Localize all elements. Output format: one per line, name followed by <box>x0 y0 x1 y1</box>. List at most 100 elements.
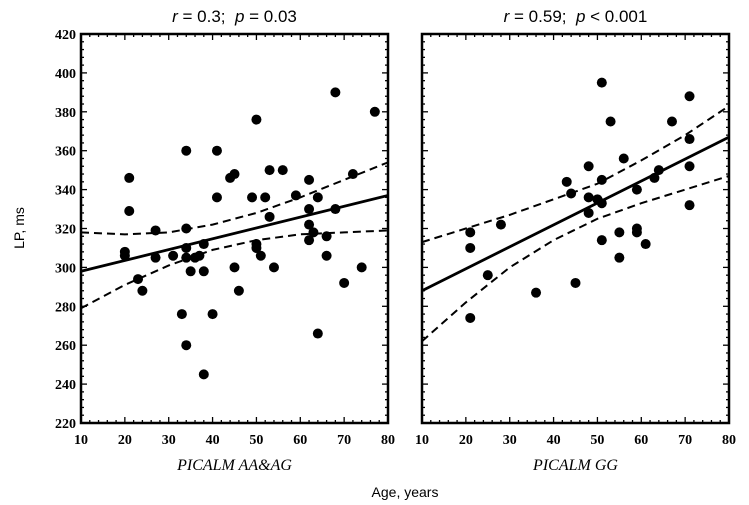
data-point <box>330 204 341 215</box>
data-point <box>181 340 192 351</box>
data-point <box>596 198 607 209</box>
x-tick-label: 50 <box>590 433 604 448</box>
panel-title: r = 0.59; p < 0.001 <box>504 7 648 26</box>
data-point <box>290 190 301 201</box>
data-point <box>198 369 209 380</box>
data-point <box>321 231 332 242</box>
data-point <box>150 225 161 236</box>
data-point <box>198 266 209 277</box>
ci-lower-line <box>80 229 389 310</box>
data-point <box>185 266 196 277</box>
ci-upper-line <box>80 161 389 236</box>
x-axis-label: Age, years <box>372 484 439 500</box>
data-point <box>465 242 476 253</box>
data-point <box>618 153 629 164</box>
data-point <box>649 172 660 183</box>
r-label: r <box>504 7 511 26</box>
ci-upper-line <box>421 105 730 244</box>
data-point <box>561 176 572 187</box>
data-point <box>168 250 179 261</box>
data-point <box>369 106 380 117</box>
x-tick-label: 60 <box>634 433 648 448</box>
data-point <box>181 242 192 253</box>
data-point <box>229 169 240 180</box>
y-tick-label: 220 <box>55 417 76 432</box>
panel-2: 10 20 30 40 50 60 70 80 r = 0.59; p < 0.001 PICAL… <box>415 7 736 474</box>
data-point <box>330 87 341 98</box>
data-point <box>596 235 607 246</box>
data-point <box>531 287 542 298</box>
y-tick-label: 240 <box>55 378 76 393</box>
data-point <box>684 161 695 172</box>
y-tick-label: 360 <box>55 145 76 160</box>
data-point <box>566 188 577 199</box>
plot-frame <box>79 32 390 425</box>
x-tick-label: 70 <box>678 433 692 448</box>
x-tick-label: 20 <box>459 433 473 448</box>
x-tick-label: 40 <box>206 433 220 448</box>
data-point <box>482 270 493 281</box>
data-point <box>211 192 222 203</box>
data-point <box>124 205 135 216</box>
data-point <box>181 252 192 263</box>
y-tick-label: 420 <box>55 28 76 43</box>
data-point <box>150 252 161 263</box>
data-point <box>347 169 358 180</box>
data-point <box>356 262 367 273</box>
panel-group-label: PICALM GG <box>532 457 618 474</box>
data-point <box>264 211 275 222</box>
data-point <box>207 309 218 320</box>
y-tick-label: 320 <box>55 223 76 238</box>
data-point <box>339 277 350 288</box>
data-point <box>304 204 315 215</box>
data-point <box>304 219 315 230</box>
data-point <box>119 250 130 261</box>
y-tick-label: 280 <box>55 300 76 315</box>
data-point <box>495 219 506 230</box>
data-point <box>251 242 262 253</box>
data-point <box>583 161 594 172</box>
x-tick-label: 80 <box>381 433 395 448</box>
ci-lower-line <box>421 175 730 343</box>
data-point <box>124 172 135 183</box>
data-point <box>264 165 275 176</box>
regression-line <box>421 135 730 292</box>
data-point <box>312 192 323 203</box>
data-point <box>596 77 607 88</box>
p-value: < 0.001 <box>585 7 647 26</box>
data-point <box>233 285 244 296</box>
data-point <box>465 312 476 323</box>
y-tick-label: 380 <box>55 106 76 121</box>
data-point <box>255 250 266 261</box>
data-point <box>583 207 594 218</box>
data-point <box>176 309 187 320</box>
data-point <box>247 192 258 203</box>
data-point <box>631 184 642 195</box>
panel-1: 10 20 30 40 50 60 70 80 220 240 260 280 300 320 340 360… <box>55 7 395 474</box>
data-point <box>684 91 695 102</box>
data-point <box>570 277 581 288</box>
data-point <box>181 223 192 234</box>
panel-title: r = 0.3; p = 0.03 <box>172 7 297 26</box>
data-point <box>666 116 677 127</box>
x-tick-label: 10 <box>415 433 429 448</box>
data-point <box>321 250 332 261</box>
data-point <box>211 145 222 156</box>
data-point <box>194 250 205 261</box>
data-point <box>631 227 642 238</box>
plot-frame <box>420 32 731 425</box>
data-point <box>605 116 616 127</box>
x-tick-label: 60 <box>293 433 307 448</box>
data-point <box>684 200 695 211</box>
data-point <box>304 235 315 246</box>
y-tick-label: 260 <box>55 339 76 354</box>
x-tick-label: 80 <box>722 433 736 448</box>
x-tick-label: 10 <box>74 433 88 448</box>
data-point <box>229 262 240 273</box>
y-axis-label: LP, ms <box>11 207 27 249</box>
data-point <box>614 227 625 238</box>
data-point <box>308 227 319 238</box>
data-point <box>465 227 476 238</box>
x-tick-label: 30 <box>162 433 176 448</box>
